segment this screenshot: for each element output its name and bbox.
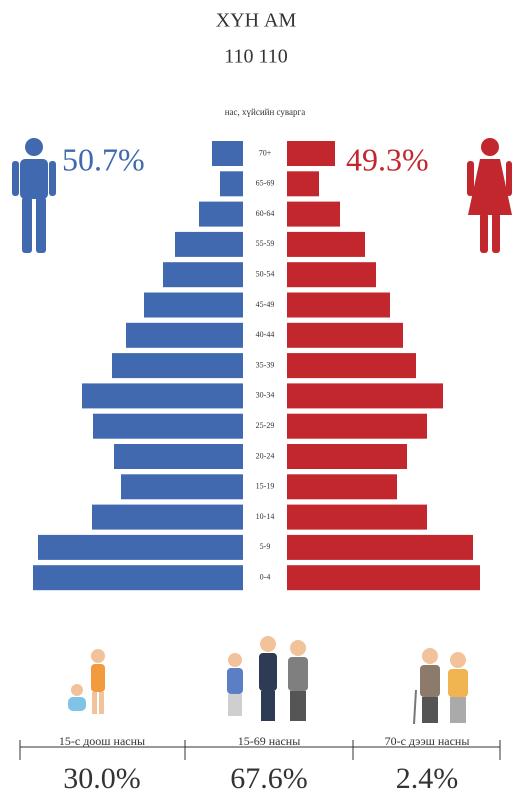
male-bar: [112, 353, 243, 379]
age-label: 60-64: [256, 209, 275, 218]
female-bar: [287, 141, 335, 166]
male-icon: [12, 138, 56, 253]
age-label: 15-19: [256, 482, 275, 491]
age-group-value: 30.0%: [63, 762, 141, 795]
male-bar: [126, 322, 243, 348]
title: ХҮН АМ: [216, 10, 297, 32]
male-bar: [163, 262, 243, 288]
age-label: 65-69: [256, 179, 275, 188]
age-label: 20-24: [256, 451, 275, 460]
male-bar: [212, 141, 243, 166]
male-bar: [92, 504, 243, 530]
age-group-label: 15-69 насны: [238, 734, 301, 748]
male-share: 50.7%: [62, 141, 145, 177]
female-bar: [287, 201, 340, 227]
female-bar: [287, 534, 473, 560]
age-label: 45-49: [256, 300, 275, 309]
adults-icon: [227, 636, 308, 721]
female-bar: [287, 383, 443, 409]
male-bar: [220, 171, 243, 197]
male-bar: [38, 534, 243, 560]
female-bar: [287, 444, 407, 469]
children-icon: [68, 649, 105, 714]
age-label: 10-14: [256, 512, 275, 521]
subtitle: 110 110: [224, 46, 288, 68]
age-label: 55-59: [256, 239, 275, 248]
male-bar: [82, 383, 243, 409]
female-bar: [287, 171, 319, 197]
age-label: 50-54: [256, 270, 275, 279]
age-group-value: 67.6%: [230, 762, 308, 795]
female-bar: [287, 413, 427, 439]
age-label: 5-9: [260, 542, 271, 551]
female-bar: [287, 353, 416, 379]
female-bar: [287, 292, 390, 318]
age-label: 70+: [259, 148, 272, 157]
male-bar: [93, 413, 243, 439]
male-bar: [175, 231, 243, 257]
age-label: 25-29: [256, 421, 275, 430]
female-bar: [287, 565, 480, 591]
male-bar: [33, 565, 243, 591]
male-bar: [144, 292, 243, 318]
female-bar: [287, 322, 403, 348]
age-group-label: 15-с доош насны: [59, 734, 145, 748]
female-bar: [287, 504, 427, 530]
axis-label: нас, хүйсийн суварга: [225, 107, 306, 117]
female-bar: [287, 474, 397, 500]
age-label: 40-44: [256, 330, 275, 339]
age-label: 35-39: [256, 360, 275, 369]
age-label: 30-34: [256, 391, 275, 400]
age-group-value: 2.4%: [396, 762, 459, 795]
age-label: 0-4: [260, 573, 271, 582]
female-share: 49.3%: [346, 141, 429, 177]
male-bar: [199, 201, 243, 227]
female-bar: [287, 262, 376, 288]
male-bar: [114, 444, 243, 469]
age-group-label: 70-с дээш насны: [385, 734, 470, 748]
male-bar: [121, 474, 243, 500]
female-icon: [467, 138, 512, 253]
elderly-icon: [413, 648, 468, 725]
female-bar: [287, 231, 365, 257]
